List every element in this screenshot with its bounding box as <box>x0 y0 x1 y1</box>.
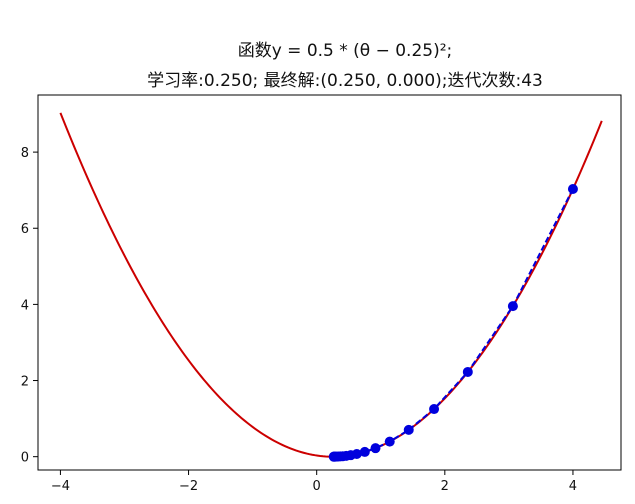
y-tick-label: 0 <box>21 451 29 466</box>
descent-point <box>403 424 414 435</box>
y-tick-label: 6 <box>21 222 29 237</box>
descent-point <box>429 404 440 415</box>
descent-path <box>333 188 574 458</box>
x-tick-label: −4 <box>51 479 70 494</box>
descent-point <box>328 451 339 462</box>
x-tick-label: −2 <box>179 479 198 494</box>
axes-frame <box>37 94 622 471</box>
chart-subtitle: 学习率:0.250; 最终解:(0.250, 0.000);迭代次数:43 <box>147 71 543 91</box>
y-tick-label: 8 <box>21 146 29 161</box>
descent-point <box>462 366 473 377</box>
descent-point <box>507 301 518 312</box>
x-tick-label: 2 <box>441 479 449 494</box>
descent-point <box>384 436 395 447</box>
y-tick-label: 2 <box>21 375 29 390</box>
descent-point <box>567 183 578 194</box>
y-tick-label: 4 <box>21 298 29 313</box>
function-curve <box>59 112 603 458</box>
plot-area: −4 −2 0 2 4 0 2 4 6 8 <box>21 94 622 494</box>
descent-point <box>370 443 381 454</box>
chart-title: 函数y = 0.5 * (θ − 0.25)²; <box>238 41 453 61</box>
descent-point <box>359 446 370 457</box>
x-tick-label: 0 <box>313 479 321 494</box>
x-tick-label: 4 <box>569 479 577 494</box>
